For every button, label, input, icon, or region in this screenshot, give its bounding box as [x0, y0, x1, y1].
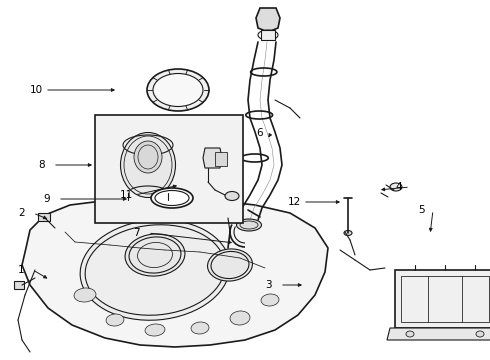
Ellipse shape [390, 183, 402, 191]
Ellipse shape [153, 73, 203, 107]
Text: 2: 2 [18, 208, 24, 218]
Text: 3: 3 [265, 280, 271, 290]
Ellipse shape [74, 288, 96, 302]
Ellipse shape [344, 230, 352, 235]
Ellipse shape [121, 132, 175, 198]
Polygon shape [387, 328, 490, 340]
Ellipse shape [134, 141, 162, 173]
Ellipse shape [155, 190, 189, 206]
Text: 4: 4 [395, 182, 402, 192]
Ellipse shape [208, 249, 252, 281]
Text: 10: 10 [30, 85, 43, 95]
Text: 7: 7 [133, 228, 140, 238]
Text: 8: 8 [38, 160, 45, 170]
Ellipse shape [230, 311, 250, 325]
Ellipse shape [406, 331, 414, 337]
Bar [401, 276, 489, 322]
Text: 5: 5 [418, 205, 425, 215]
Ellipse shape [237, 219, 262, 231]
Ellipse shape [225, 192, 239, 201]
Ellipse shape [80, 220, 230, 320]
Text: 11: 11 [120, 190, 133, 200]
Ellipse shape [106, 314, 124, 326]
Bar [14, 281, 24, 289]
Ellipse shape [145, 324, 165, 336]
Polygon shape [22, 198, 328, 347]
Text: 9: 9 [43, 194, 49, 204]
Bar [395, 270, 490, 328]
Polygon shape [256, 8, 280, 32]
Bar [95, 115, 243, 223]
Text: 6: 6 [256, 128, 263, 138]
Text: 12: 12 [288, 197, 301, 207]
Bar [261, 30, 275, 40]
Bar [38, 213, 50, 221]
Ellipse shape [191, 322, 209, 334]
Ellipse shape [261, 294, 279, 306]
Bar [215, 152, 227, 166]
Text: 1: 1 [18, 265, 24, 275]
Ellipse shape [147, 69, 209, 111]
Ellipse shape [125, 234, 185, 276]
Ellipse shape [476, 331, 484, 337]
Polygon shape [203, 148, 222, 168]
Ellipse shape [151, 188, 193, 208]
